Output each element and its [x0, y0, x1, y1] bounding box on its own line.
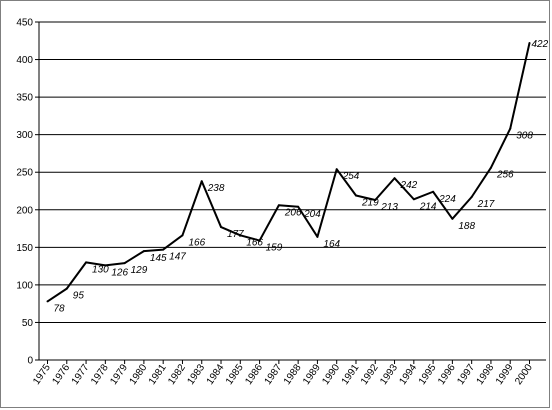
x-tick-label-1983: 1983	[185, 362, 207, 387]
data-point-1995	[432, 190, 435, 193]
data-point-1985	[239, 234, 242, 237]
data-label-1987: 206	[284, 207, 302, 218]
data-label-1990: 254	[342, 171, 360, 182]
y-tick-label-200: 200	[16, 205, 33, 216]
x-tick-label-1984: 1984	[205, 362, 227, 387]
data-label-1989: 164	[323, 239, 340, 250]
data-point-1975	[46, 300, 49, 303]
data-label-1991: 219	[361, 198, 379, 209]
data-label-1978: 126	[111, 267, 128, 278]
x-tick-label-1998: 1998	[475, 362, 497, 387]
y-tick-label-300: 300	[16, 130, 33, 141]
y-tick-label-150: 150	[16, 243, 33, 254]
data-label-1982: 166	[188, 237, 205, 248]
data-label-1999: 308	[516, 131, 533, 142]
data-label-1980: 145	[150, 253, 167, 264]
x-tick-label-1980: 1980	[128, 362, 150, 387]
data-label-1995: 224	[438, 194, 456, 205]
x-tick-label-1990: 1990	[320, 362, 342, 387]
x-tick-label-1994: 1994	[398, 362, 420, 387]
data-point-1986	[258, 239, 261, 242]
data-point-1980	[142, 250, 145, 253]
x-tick-label-1988: 1988	[282, 362, 304, 387]
data-label-2000: 422	[532, 39, 549, 50]
data-label-1996: 188	[458, 221, 475, 232]
y-axis-tick-labels: 0 50 100 150 200 250 300 350 400 450	[16, 18, 33, 367]
data-label-1983: 238	[207, 183, 225, 194]
data-point-1990	[335, 168, 338, 171]
data-label-1977: 130	[92, 264, 109, 275]
data-point-1982	[181, 234, 184, 237]
data-label-1976: 95	[73, 291, 85, 302]
x-tick-label-2000: 2000	[513, 362, 535, 387]
x-tick-label-1997: 1997	[455, 362, 477, 387]
y-tick-label-0: 0	[27, 356, 33, 367]
x-tick-label-1985: 1985	[224, 362, 246, 387]
data-point-1996	[451, 217, 454, 220]
data-point-1987	[277, 204, 280, 207]
data-label-1994: 214	[419, 201, 437, 212]
data-point-1983	[200, 180, 203, 183]
data-point-1991	[354, 194, 357, 197]
x-tick-label-1975: 1975	[31, 362, 53, 387]
y-tick-label-350: 350	[16, 93, 33, 104]
gridlines	[35, 21, 546, 364]
x-tick-label-1991: 1991	[340, 362, 362, 387]
x-tick-label-1999: 1999	[494, 362, 516, 387]
data-label-1984: 177	[227, 229, 244, 240]
x-tick-label-1995: 1995	[417, 362, 439, 387]
x-tick-label-1981: 1981	[147, 362, 169, 387]
data-label-1992: 213	[380, 202, 398, 213]
y-tick-label-100: 100	[16, 280, 33, 291]
y-tick-label-400: 400	[16, 55, 33, 66]
x-tick-label-1993: 1993	[378, 362, 400, 387]
data-label-1998: 256	[496, 170, 514, 181]
data-label-1979: 129	[131, 265, 148, 276]
data-point-1997	[470, 196, 473, 199]
data-label-1993: 242	[400, 180, 418, 191]
data-label-1985: 166	[246, 237, 263, 248]
x-tick-label-1978: 1978	[89, 362, 111, 387]
series-line	[46, 42, 531, 303]
x-tick-label-1979: 1979	[108, 362, 130, 387]
x-tick-label-1982: 1982	[166, 362, 188, 387]
data-point-1994	[412, 198, 415, 201]
data-label-1975: 78	[54, 303, 66, 314]
y-tick-label-450: 450	[16, 18, 33, 29]
y-tick-label-50: 50	[22, 318, 34, 329]
series-line-group	[46, 42, 531, 303]
data-point-1981	[162, 248, 165, 251]
x-axis-tick-labels: 1975197619771978197919801981198219831984…	[31, 362, 535, 387]
data-point-1989	[316, 235, 319, 238]
x-tick-label-1986: 1986	[243, 362, 265, 387]
y-tick-label-250: 250	[16, 168, 33, 179]
data-point-1999	[509, 127, 512, 130]
data-point-1993	[393, 177, 396, 180]
data-label-1986: 159	[266, 243, 283, 254]
data-point-1976	[65, 287, 68, 290]
data-point-1992	[374, 199, 377, 202]
x-tick-label-1976: 1976	[50, 362, 72, 387]
x-tick-label-1996: 1996	[436, 362, 458, 387]
data-point-1998	[489, 166, 492, 169]
data-point-2000	[528, 42, 531, 45]
data-point-1977	[85, 261, 88, 264]
data-point-1979	[123, 262, 126, 265]
data-label-1997: 217	[477, 199, 495, 210]
x-tick-label-1989: 1989	[301, 362, 323, 387]
data-point-1984	[220, 226, 223, 229]
data-label-1988: 204	[303, 209, 321, 220]
x-tick-label-1992: 1992	[359, 362, 381, 387]
x-tick-label-1977: 1977	[70, 362, 92, 387]
data-point-1988	[297, 205, 300, 208]
data-label-1981: 147	[169, 252, 186, 263]
data-point-1978	[104, 264, 107, 267]
x-tick-label-1987: 1987	[263, 362, 285, 387]
